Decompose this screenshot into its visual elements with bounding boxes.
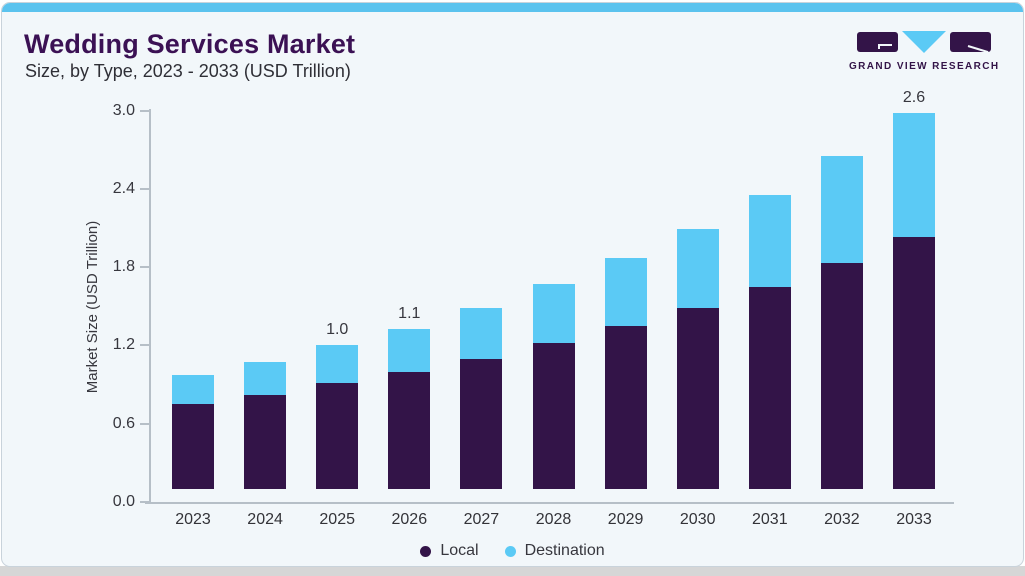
bar-2027-destination — [460, 307, 503, 359]
bar-2026-local — [388, 371, 431, 489]
x-axis-label-2030: 2030 — [679, 511, 716, 528]
bar-2025-local — [316, 383, 359, 489]
x-axis-label-2028: 2028 — [535, 511, 572, 528]
y-axis-tick-label: 0.6 — [112, 414, 135, 432]
y-axis-tick-label: 1.2 — [112, 336, 135, 354]
bar-2023-destination — [172, 375, 214, 405]
legend-item-local: Local — [420, 542, 479, 560]
bar-2025-destination — [316, 345, 359, 384]
stacked-bar-chart: Market Size (USD Trillion) 0.0 0.6 1.2 1.8 2… — [2, 3, 1023, 566]
logo-v-triangle-icon — [902, 31, 946, 53]
y-axis-tick-label: 3.0 — [112, 101, 135, 119]
bar-2027-local — [460, 358, 503, 489]
y-axis-tick — [140, 501, 150, 503]
bar-2033-local — [893, 237, 935, 489]
bar-value-label-2026: 1.1 — [398, 304, 421, 322]
legend-label-local: Local — [440, 542, 479, 559]
bar-2028-destination — [532, 284, 575, 343]
bar-2030-destination — [676, 229, 719, 308]
bar-2024-local — [244, 395, 287, 489]
y-axis-tick — [140, 266, 150, 269]
top-accent-strip — [2, 3, 1023, 12]
x-axis-label-2027: 2027 — [463, 511, 500, 528]
y-axis-tick-label: 1.8 — [112, 258, 135, 276]
bar-2033-destination — [893, 113, 935, 238]
bottom-shadow-band — [0, 566, 1025, 576]
bar-value-label-2025: 1.0 — [326, 321, 349, 339]
y-axis-tick — [140, 109, 150, 112]
y-axis-tick-label: 0.0 — [112, 493, 135, 510]
x-axis-label-2023: 2023 — [175, 511, 211, 528]
legend-dot-destination-icon — [504, 545, 516, 557]
y-axis-tick-label: 2.4 — [112, 179, 135, 197]
x-axis-label-2033: 2033 — [896, 511, 932, 528]
bar-2032-destination — [820, 156, 863, 264]
bar-2023-local — [172, 404, 214, 489]
y-axis-tick — [140, 344, 150, 347]
chart-legend: Local Destination — [2, 542, 1023, 560]
gvr-logo-mark-icon — [849, 31, 999, 54]
page-title: Wedding Services Market — [24, 29, 356, 59]
y-axis-tick — [140, 422, 150, 425]
logo-g-block-icon — [857, 32, 898, 52]
page-subtitle: Size, by Type, 2023 - 2033 (USD Trillion… — [25, 61, 351, 81]
legend-label-destination: Destination — [524, 542, 605, 559]
legend-item-destination: Destination — [504, 542, 605, 560]
bar-2029-local — [604, 325, 647, 489]
bar-2031-local — [748, 286, 791, 489]
x-axis-label-2031: 2031 — [752, 511, 788, 528]
x-axis-label-2026: 2026 — [391, 511, 428, 528]
bar-2026-destination — [388, 328, 431, 372]
bar-2024-destination — [244, 362, 287, 396]
bar-value-label-2033: 2.6 — [902, 89, 926, 107]
logo-wordmark: GRAND VIEW RESEARCH — [849, 61, 1000, 72]
logo-r-block-icon — [950, 32, 991, 52]
y-axis-line — [149, 109, 151, 504]
bar-2030-local — [676, 307, 719, 489]
x-axis-line — [145, 502, 954, 504]
x-axis-label-2032: 2032 — [824, 511, 860, 528]
bar-2029-destination — [604, 258, 647, 326]
chart-card: Wedding Services Market Size, by Type, 2… — [1, 2, 1024, 567]
x-axis-label-2029: 2029 — [607, 511, 644, 528]
x-axis-label-2024: 2024 — [247, 511, 283, 528]
y-axis-tick — [140, 187, 150, 190]
y-axis-title: Market Size (USD Trillion) — [84, 220, 101, 394]
bar-2032-local — [820, 263, 863, 489]
x-axis-label-2025: 2025 — [319, 511, 355, 528]
grand-view-research-logo: GRAND VIEW RESEARCH — [849, 31, 999, 72]
legend-dot-local-icon — [420, 545, 432, 557]
bar-2028-local — [532, 342, 575, 489]
bar-2031-destination — [748, 195, 791, 287]
